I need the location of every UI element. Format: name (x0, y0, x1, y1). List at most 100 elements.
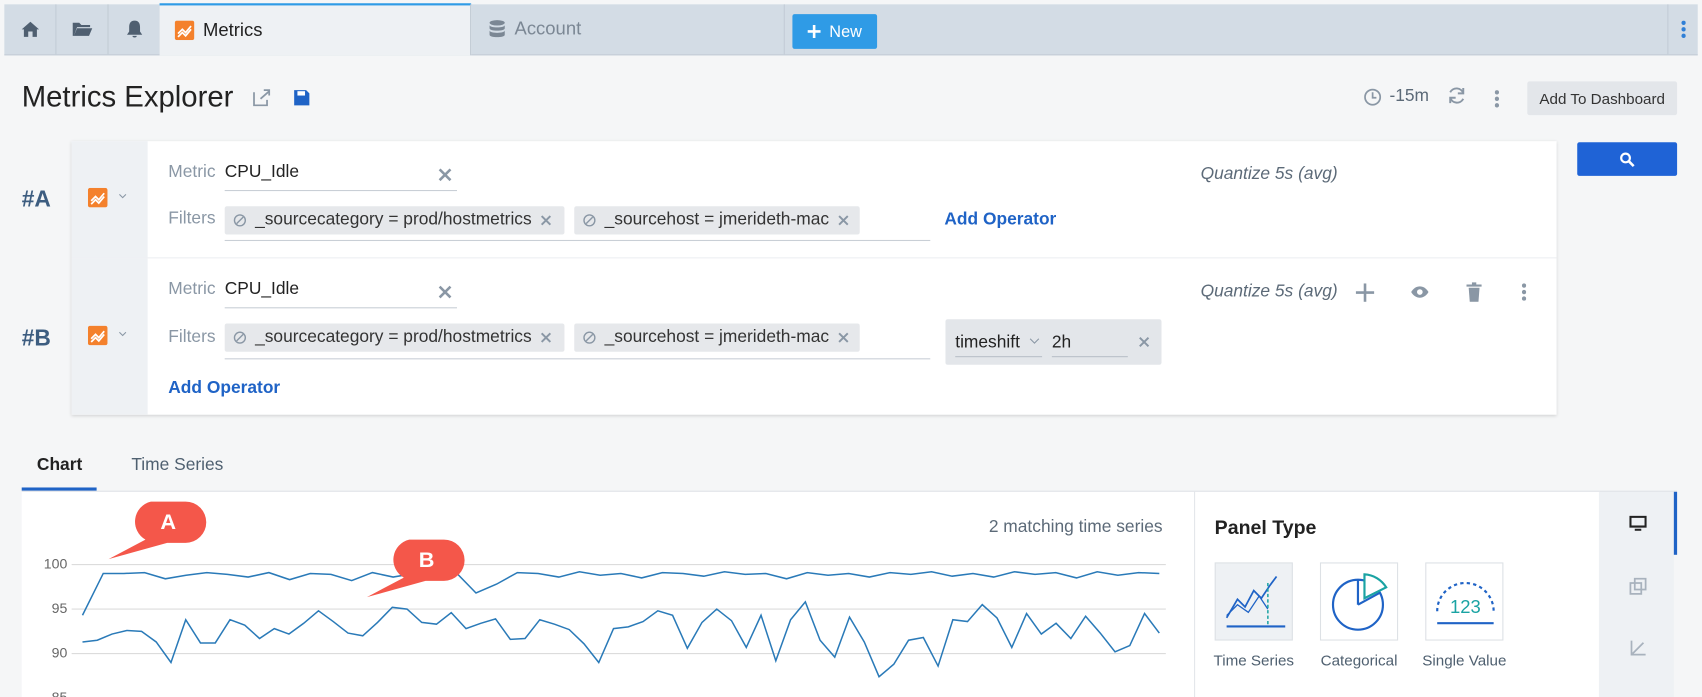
account-tab[interactable]: Account (471, 4, 785, 55)
panel-option[interactable] (1319, 562, 1399, 641)
add-operator-link[interactable]: Add Operator (168, 378, 281, 398)
remove-icon[interactable] (838, 332, 849, 343)
operator-box: timeshift 2h (945, 319, 1162, 365)
exclude-icon (583, 331, 596, 344)
y-tick-label: 90 (52, 644, 68, 660)
filter-chip[interactable]: _sourcehost = jmerideth-mac (574, 206, 860, 235)
input-underline (955, 356, 1043, 358)
input-underline (224, 307, 457, 309)
time-range[interactable]: -15m (1389, 86, 1430, 106)
filter-chip[interactable]: _sourcehost = jmerideth-mac (574, 323, 860, 352)
chart: 85 90 95 100 A B (44, 501, 1166, 697)
overlay-icon[interactable] (1629, 577, 1647, 595)
tab-label: Account (514, 18, 582, 40)
new-button[interactable]: New (792, 14, 878, 49)
panel-option-label: Categorical (1320, 651, 1398, 669)
exclude-icon (233, 214, 247, 227)
input-underline (224, 189, 457, 192)
remove-icon[interactable] (838, 215, 849, 226)
remove-icon[interactable] (540, 215, 551, 226)
operator-value[interactable]: 2h (1051, 333, 1072, 352)
add-operator-link[interactable]: Add Operator (944, 210, 1057, 230)
time-series-icon (1225, 575, 1286, 628)
input-underline (1051, 356, 1128, 358)
filter-text: _sourcecategory = prod/hostmetrics (255, 210, 532, 230)
plus-icon (807, 24, 821, 38)
home-button[interactable] (4, 4, 57, 55)
clear-icon[interactable] (437, 167, 452, 182)
query-type-toggle[interactable] (87, 325, 131, 346)
y-tick-label: 85 (52, 689, 68, 697)
dropdown-icon (1029, 338, 1040, 344)
clear-icon[interactable] (437, 284, 452, 299)
filters-label: Filters (168, 209, 216, 228)
filter-text: _sourcehost = jmerideth-mac (604, 210, 830, 230)
quantize-label[interactable]: Quantize 5s (avg) (1200, 165, 1338, 184)
annotation-label: B (419, 547, 435, 572)
search-button[interactable] (1577, 142, 1678, 176)
bell-icon (126, 20, 142, 38)
button-label: New (829, 22, 862, 41)
panel-option-label: Time Series (1213, 651, 1295, 669)
panel-option[interactable] (1214, 562, 1293, 641)
delete-icon[interactable] (1466, 282, 1482, 302)
metric-label: Metric (168, 280, 216, 299)
remove-icon[interactable] (540, 332, 551, 343)
axis-icon[interactable] (1629, 639, 1646, 656)
filter-chip[interactable]: _sourcecategory = prod/hostmetrics (224, 206, 565, 235)
metric-input[interactable]: CPU_Idle (224, 280, 300, 299)
active-indicator (1673, 491, 1678, 555)
visibility-icon[interactable] (1410, 286, 1430, 299)
menu-button[interactable] (1667, 4, 1698, 55)
metrics-icon (174, 20, 195, 41)
save-icon[interactable] (293, 89, 310, 106)
add-to-dashboard-button[interactable]: Add To Dashboard (1527, 81, 1678, 116)
icon-glyph: 123 (1450, 596, 1481, 617)
single-value-icon: 123 (1436, 582, 1495, 625)
folder-button[interactable] (56, 4, 109, 55)
query-label: #B (21, 325, 51, 351)
add-query-icon[interactable] (1355, 283, 1375, 302)
alerts-button[interactable] (109, 4, 161, 55)
filter-chip[interactable]: _sourcecategory = prod/hostmetrics (224, 323, 565, 352)
operator-name[interactable]: timeshift (955, 333, 1020, 352)
quantize-label[interactable]: Quantize 5s (avg) (1200, 282, 1338, 301)
side-toolbar (1598, 491, 1674, 697)
annotation-bubble (108, 501, 207, 560)
share-icon[interactable] (252, 88, 272, 108)
remove-icon[interactable] (1139, 336, 1150, 348)
page-title: Metrics Explorer (21, 80, 234, 113)
y-tick-label: 95 (52, 600, 68, 616)
refresh-icon[interactable] (1447, 86, 1467, 106)
search-icon (1620, 151, 1635, 167)
kebab-icon[interactable] (1494, 90, 1500, 108)
tab-label: Metrics (202, 19, 263, 41)
filter-text: _sourcehost = jmerideth-mac (604, 327, 830, 347)
series-line (82, 600, 1160, 678)
result-tab[interactable]: Chart (36, 455, 83, 475)
categorical-icon (1331, 573, 1388, 631)
divider (71, 257, 1557, 259)
panel-option-label: Single Value (1422, 651, 1507, 669)
metric-input[interactable]: CPU_Idle (224, 162, 300, 182)
folder-icon (72, 22, 92, 36)
chart-panel: 85 90 95 100 A B 2 matching time series (21, 491, 1195, 697)
query-type-toggle[interactable] (87, 187, 131, 208)
divider (21, 490, 1678, 492)
metrics-tab[interactable]: Metrics (159, 3, 472, 56)
active-tab-indicator (21, 487, 97, 491)
exclude-icon (233, 331, 247, 344)
home-icon (21, 21, 39, 37)
kebab-icon[interactable] (1521, 283, 1527, 301)
database-icon (489, 20, 505, 38)
query-strip (71, 141, 148, 258)
display-icon[interactable] (1629, 515, 1647, 531)
exclude-icon (583, 214, 596, 227)
clock-icon (1364, 88, 1382, 106)
panel-option[interactable]: 123 (1425, 562, 1504, 641)
query-label: #A (22, 187, 51, 213)
result-tab[interactable]: Time Series (131, 455, 224, 475)
kebab-icon (1681, 20, 1686, 38)
